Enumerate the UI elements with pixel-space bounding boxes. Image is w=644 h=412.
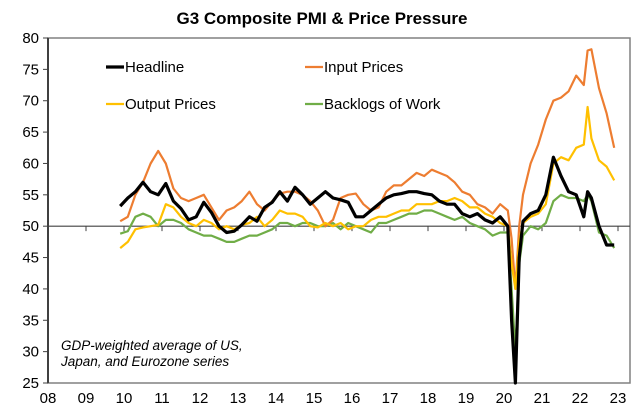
legend-label: Headline [125, 59, 184, 76]
x-tick-label: 19 [458, 390, 475, 407]
y-tick-label: 45 [22, 250, 39, 267]
y-tick-label: 70 [22, 93, 39, 110]
x-tick-label: 12 [192, 390, 209, 407]
x-tick-label: 11 [154, 390, 170, 407]
legend-label: Output Prices [125, 96, 216, 113]
x-tick-label: 10 [116, 390, 133, 407]
x-tick-label: 13 [230, 390, 247, 407]
series-line-backlogs-of-work [119, 193, 616, 353]
y-tick-label: 75 [22, 61, 39, 78]
plot-area [47, 37, 631, 384]
x-tick-label: 18 [420, 390, 437, 407]
x-tick-label: 09 [78, 390, 95, 407]
plot-border [47, 37, 631, 384]
y-tick-label: 65 [22, 124, 39, 141]
y-tick-label: 35 [22, 312, 39, 329]
legend: Headline Input Prices Output Prices Backlog… [106, 59, 441, 113]
annotation-line-2: Japan, and Eurozone series [60, 354, 229, 369]
x-tick-label: 15 [306, 390, 323, 407]
x-tick-label: 21 [534, 390, 551, 407]
y-axis: 25 30 35 40 45 50 55 60 65 70 75 80 [22, 30, 48, 392]
x-tick-label: 08 [40, 390, 57, 407]
series-line-output-prices [119, 105, 616, 290]
y-tick-label: 55 [22, 187, 39, 204]
chart-title: G3 Composite PMI & Price Pressure [177, 9, 468, 28]
x-tick-label: 14 [268, 390, 285, 407]
x-axis: 08 09 10 11 12 13 14 15 16 17 18 19 20 21 22 23 [40, 226, 627, 407]
y-tick-label: 50 [22, 218, 39, 235]
y-tick-label: 60 [22, 155, 39, 172]
y-tick-label: 80 [22, 30, 39, 47]
series-line-headline [119, 155, 615, 385]
legend-label: Input Prices [324, 59, 403, 76]
x-tick-label: 23 [610, 390, 627, 407]
legend-label: Backlogs of Work [324, 96, 441, 113]
series-line-input-prices [119, 48, 616, 290]
series-lines [119, 48, 616, 385]
x-tick-label: 17 [382, 390, 399, 407]
y-tick-label: 25 [22, 375, 39, 392]
annotation-line-1: GDP-weighted average of US, [61, 338, 243, 353]
x-tick-label: 16 [344, 390, 361, 407]
y-tick-label: 30 [22, 344, 39, 361]
x-tick-label: 22 [572, 390, 589, 407]
y-tick-label: 40 [22, 281, 39, 298]
annotation: GDP-weighted average of US, Japan, and E… [60, 338, 243, 369]
x-tick-label: 20 [496, 390, 513, 407]
